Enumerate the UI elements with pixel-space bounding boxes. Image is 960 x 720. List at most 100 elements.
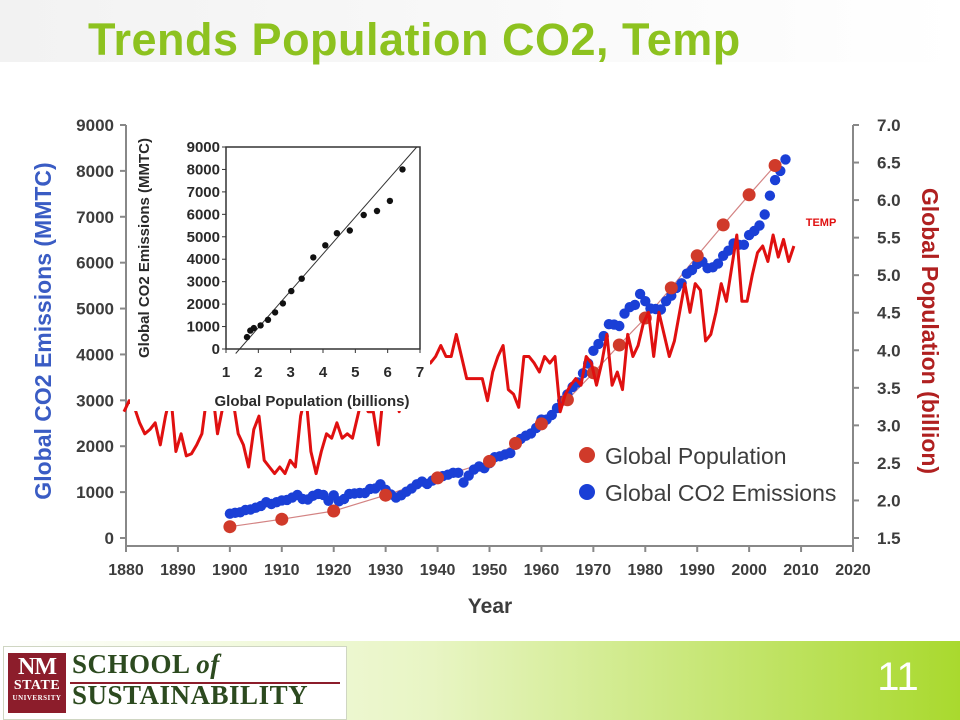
x-tick-label: 1930: [368, 562, 404, 579]
right-tick-label: 5.0: [877, 266, 901, 285]
right-tick-label: 3.0: [877, 416, 901, 435]
inset-x-tick-label: 1: [222, 364, 230, 381]
inset-y-tick-label: 3000: [187, 274, 220, 291]
x-tick-label: 1950: [472, 562, 508, 579]
legend-population-marker: [579, 447, 595, 463]
co2-point: [640, 296, 651, 307]
nmsu-logo-mark: NM STATE UNIVERSITY: [8, 653, 66, 713]
co2-point: [614, 320, 625, 332]
right-tick-label: 5.5: [877, 229, 901, 248]
co2-point: [634, 288, 646, 300]
inset-y-tick-label: 0: [212, 341, 220, 358]
temp-series: TEMP: [122, 217, 836, 476]
inset-y-tick-label: 6000: [187, 206, 220, 223]
school-name-line1: SCHOOL of: [72, 649, 344, 680]
inset-x-tick-label: 6: [383, 364, 391, 381]
main-plot-frame: [120, 124, 859, 552]
left-tick-label: 1000: [76, 483, 114, 502]
population-point: [534, 417, 548, 431]
co2-point: [780, 154, 791, 165]
inset-point: [250, 324, 257, 332]
inset-point: [360, 211, 367, 219]
left-tick-label: 5000: [76, 300, 114, 319]
right-tick-label: 2.0: [877, 491, 901, 510]
left-tick-label: 6000: [76, 254, 114, 273]
population-point: [483, 454, 496, 468]
co2-point: [505, 447, 516, 459]
population-point: [716, 218, 730, 232]
inset-y-tick-label: 9000: [187, 139, 220, 156]
co2-point: [723, 245, 734, 256]
co2-point: [759, 209, 770, 220]
x-tick-label: 1910: [264, 562, 300, 579]
school-of: of: [196, 649, 220, 679]
population-point: [223, 520, 237, 534]
logo-nm: NM: [18, 654, 57, 680]
inset-point: [243, 333, 251, 341]
inset-chart: 0 1000 2000 3000 4000 5000 6000 7000 8000 9000 1 2 3…: [130, 131, 430, 411]
school-word: SCHOOL: [72, 649, 190, 679]
inset-point: [346, 227, 353, 234]
page-number: 11: [877, 655, 919, 699]
inset-point: [279, 300, 287, 307]
legend-population-label: Global Population: [605, 443, 787, 469]
co2-point: [453, 467, 464, 478]
right-tick-label: 4.5: [877, 304, 901, 323]
right-tick-label: 6.5: [877, 154, 901, 173]
x-tick-label: 1980: [627, 562, 663, 579]
left-tick-label: 3000: [76, 391, 114, 410]
x-tick-label: 1940: [420, 562, 456, 579]
inset-point: [264, 316, 272, 323]
inset-y-tick-label: 4000: [187, 251, 220, 268]
inset-x-tick-label: 4: [319, 364, 328, 381]
population-point: [612, 338, 626, 352]
x-tick-label: 2000: [731, 562, 767, 579]
inset-point: [333, 230, 341, 237]
population-point: [742, 188, 756, 202]
inset-point: [288, 287, 295, 295]
left-tick-label: 2000: [76, 437, 114, 456]
logo-university: UNIVERSITY: [12, 694, 62, 702]
population-point: [431, 471, 445, 485]
logo-state: STATE: [13, 678, 61, 693]
inset-point: [310, 254, 317, 261]
x-tick-label: 1880: [108, 562, 144, 579]
x-axis-title: Year: [468, 595, 512, 618]
inset-background: [130, 131, 430, 411]
inset-y-tick-label: 5000: [187, 229, 220, 246]
co2-point: [629, 299, 641, 311]
school-name-line2: SUSTAINABILITY: [72, 680, 309, 710]
inset-y-tick-label: 2000: [187, 296, 220, 313]
inset-point: [399, 166, 406, 173]
inset-x-axis-title: Global Population (billions): [215, 393, 410, 410]
co2-population-temp-chart: TEMP 0 1000 2000 3000 4000 5000 6000 7000 8000 90…: [0, 95, 960, 625]
inset-x-tick-label: 2: [254, 364, 262, 381]
right-tick-label: 7.0: [877, 116, 901, 135]
x-tick-label: 1920: [316, 562, 352, 579]
x-tick-label: 2020: [835, 562, 871, 579]
school-name: SCHOOL of SUSTAINABILITY: [72, 649, 344, 711]
left-tick-label: 9000: [76, 116, 114, 135]
right-tick-label: 1.5: [877, 529, 901, 548]
population-point: [690, 249, 704, 263]
inset-point: [322, 242, 329, 249]
population-point: [664, 281, 678, 295]
population-point: [509, 436, 522, 450]
x-tick-label: 1990: [679, 562, 715, 579]
x-tick-label: 1970: [576, 562, 612, 579]
inset-x-tick-label: 3: [286, 364, 294, 381]
right-tick-label: 3.5: [877, 379, 901, 398]
left-axis-title: Global CO2 Emissions (MMTC): [30, 162, 56, 499]
inset-point: [271, 309, 279, 316]
chart-legend: Global Population Global CO2 Emissions: [570, 432, 842, 516]
inset-y-tick-label: 8000: [187, 161, 220, 178]
inset-y-axis-title: Global CO2 Emissions (MMTC): [136, 138, 153, 358]
x-tick-label: 1960: [524, 562, 560, 579]
inset-point: [257, 322, 264, 329]
co2-point: [593, 338, 604, 350]
population-point: [275, 512, 289, 526]
population-point: [768, 159, 782, 172]
inset-y-tick-label: 7000: [187, 184, 220, 201]
logo-divider: [70, 682, 340, 684]
axes-labels: 0 1000 2000 3000 4000 5000 6000 7000 8000 9000 1.5…: [30, 116, 943, 618]
